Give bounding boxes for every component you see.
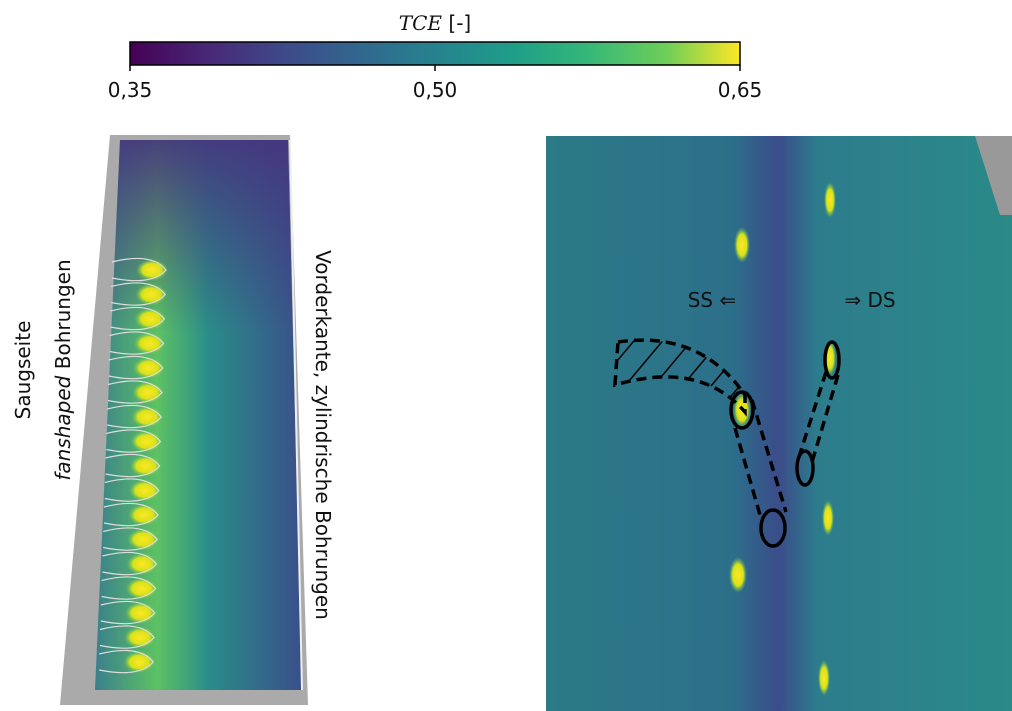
film-spot bbox=[132, 382, 164, 404]
left-image-shade bbox=[95, 140, 302, 690]
right-label: Vorderkante, zylindrische Bohrungen bbox=[311, 250, 335, 620]
film-spot bbox=[126, 553, 158, 575]
film-spot bbox=[134, 333, 166, 355]
tick-label: 0,65 bbox=[718, 78, 763, 102]
film-spot bbox=[126, 578, 158, 600]
film-spot bbox=[133, 357, 165, 379]
colorbar bbox=[130, 42, 740, 65]
film-spot bbox=[123, 651, 155, 673]
ds-label: ⇒ DS bbox=[844, 288, 895, 312]
colorbar-title: TCE [-] bbox=[399, 11, 471, 35]
figure: TCE [-] 0,35 0,50 0,65 Saugseite fanshaped… bbox=[0, 0, 1012, 711]
left-label: fanshaped Bohrungen bbox=[51, 259, 75, 480]
film-spot bbox=[131, 406, 163, 428]
ss-label: SS ⇐ bbox=[688, 288, 737, 312]
tick-label: 0,35 bbox=[108, 78, 153, 102]
film-spot bbox=[135, 284, 167, 306]
film-spot bbox=[125, 602, 157, 624]
film-spot bbox=[129, 480, 161, 502]
film-spot bbox=[127, 529, 159, 551]
film-spot bbox=[130, 431, 162, 453]
film-spot bbox=[128, 504, 160, 526]
left-label: Saugseite bbox=[11, 321, 35, 420]
film-spot bbox=[124, 627, 156, 649]
right-image bbox=[546, 136, 1012, 711]
tick-label: 0,50 bbox=[413, 78, 458, 102]
film-spot bbox=[136, 259, 168, 281]
film-spot bbox=[134, 308, 166, 330]
film-spot bbox=[130, 455, 162, 477]
